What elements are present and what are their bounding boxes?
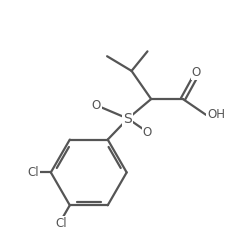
Text: Cl: Cl xyxy=(55,217,67,230)
Text: O: O xyxy=(143,125,152,139)
Text: O: O xyxy=(92,99,101,112)
Text: Cl: Cl xyxy=(27,166,39,179)
Text: O: O xyxy=(192,66,201,79)
Text: OH: OH xyxy=(207,108,225,122)
Text: S: S xyxy=(123,112,132,126)
